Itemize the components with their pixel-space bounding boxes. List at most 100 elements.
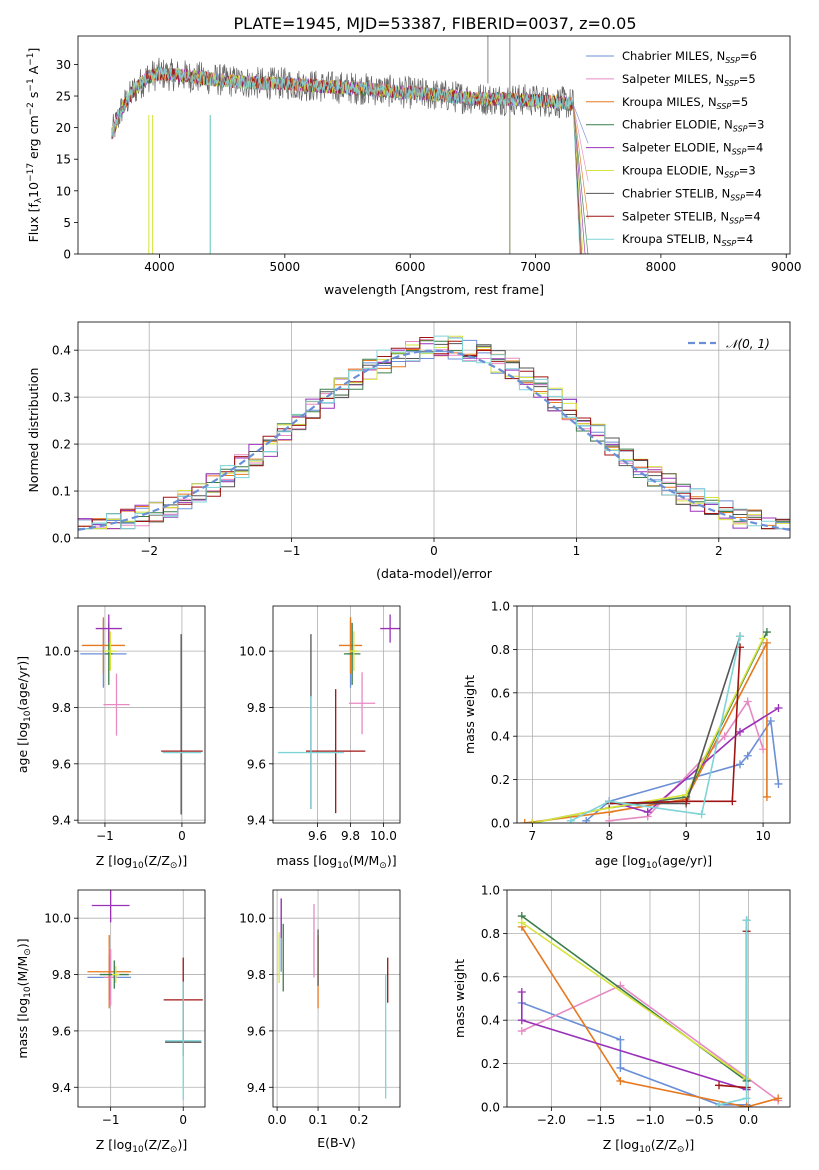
y-tick-label: 9.6 [52, 1024, 71, 1038]
x-axis-label: age [log10(age/yr)] [595, 853, 712, 871]
legend-entry: Kroupa STELIB, NSSP=4 [622, 232, 753, 248]
label-part: 10 [132, 1145, 144, 1155]
series-marker [715, 1100, 724, 1107]
x-tick-label: 0.1 [309, 1113, 328, 1127]
x-tick-label: 7 [529, 829, 537, 843]
label-part: mass [log [276, 853, 337, 868]
grid-lines [273, 606, 400, 823]
series-marker [520, 819, 529, 823]
legend-sub: SSP [732, 148, 747, 157]
series-marker [517, 987, 526, 996]
series-marker [616, 1076, 625, 1085]
x-tick-label: −1 [96, 829, 114, 843]
x-tick-label: 10.0 [370, 829, 397, 843]
grid-lines [78, 890, 205, 1107]
y-axis-label: mass [log10(M/M⊙)] [15, 938, 33, 1058]
legend-label: Kroupa ELODIE, N [622, 164, 724, 178]
series-marker [616, 1035, 625, 1044]
label-part: (age/yr)] [15, 656, 30, 711]
x-tick-label: 8 [605, 829, 613, 843]
series-line [524, 642, 768, 823]
x-tick-label: −2.0 [537, 1113, 566, 1127]
legend-sub: SSP [729, 216, 744, 225]
legend-sub: SSP [730, 193, 745, 202]
series-marker [720, 732, 729, 741]
series-marker [582, 816, 591, 823]
legend-suffix: =3 [748, 118, 765, 132]
y-tick-label: 10.0 [239, 645, 266, 659]
y-tick-label: 0.2 [481, 1057, 500, 1071]
axes-frame [272, 605, 401, 824]
y-tick-label: 0.6 [491, 686, 510, 700]
series-marker [697, 810, 706, 819]
axes-frame [77, 605, 206, 824]
axes-frame [77, 35, 791, 255]
series-marker [762, 638, 771, 647]
axes-frame [506, 889, 791, 1108]
figure-title: PLATE=1945, MJD=53387, FIBERID=0037, z=0… [233, 14, 636, 33]
panel-age-vs-mass: 9.6 9.8 10.0 9.4 9.6 9.8 10.0 mass [log10(M/M⊙)… [239, 605, 401, 871]
series-marker [517, 1016, 526, 1025]
legend-sub: SSP [724, 171, 739, 180]
series-line [521, 926, 779, 1107]
y-tick-label: 0.8 [481, 927, 500, 941]
series-marker [605, 797, 614, 806]
y-tick-label: 1.0 [491, 600, 510, 614]
legend-sub: SSP [717, 102, 732, 111]
data-layer [278, 898, 389, 1099]
legend-label: Salpeter ELODIE, N [622, 141, 732, 155]
panel-spectrum: 4000 5000 6000 7000 8000 9000 0 5 10 15 20 25 30 wave… [26, 35, 802, 297]
series-marker [742, 1094, 751, 1103]
histogram-step [78, 335, 790, 530]
x-tick-label: 1 [573, 544, 581, 558]
label-part: (M/M [15, 956, 30, 987]
plots-layer: 4000 5000 6000 7000 8000 9000051015202530wave… [15, 35, 802, 1155]
panel-massweight-vs-z: −2.0 −1.5 −1.0 −0.5 0.0 0.0 0.2 0.4 0.6 0.8 1.0 mas… [452, 884, 791, 1155]
x-axis-label: Z [log10(Z/Z⊙)] [96, 853, 187, 871]
legend-suffix: =3 [739, 164, 756, 178]
data-layer [78, 335, 790, 531]
label-part: Flux [f [26, 203, 41, 243]
y-tick-label: 0.0 [481, 1101, 500, 1115]
label-part: mass [log [15, 998, 30, 1059]
label-part: −2 [26, 102, 36, 115]
series-marker [528, 819, 537, 823]
y-tick-label: 0.4 [481, 1014, 500, 1028]
label-part: A [26, 65, 41, 78]
series-marker [774, 1094, 783, 1103]
data-layer [80, 614, 203, 815]
y-tick-label: 0.4 [52, 344, 71, 358]
series-marker [517, 1027, 526, 1036]
series-marker [736, 760, 745, 769]
y-tick-label: 9.8 [52, 701, 71, 715]
label-part: Z [log [96, 853, 132, 868]
series-marker [728, 797, 737, 806]
y-tick-label: 15 [56, 153, 71, 167]
y-tick-label: 9.4 [247, 814, 266, 828]
spectrum-line [111, 68, 589, 254]
legend-entry: Kroupa MILES, NSSP=5 [622, 95, 748, 111]
data-layer [87, 890, 203, 1100]
panel-massweight-vs-age: 7 8 9 10 0.0 0.2 0.4 0.6 0.8 1.0 mass weight age [l… [462, 600, 791, 871]
y-axis-label: mass weight [462, 675, 477, 754]
label-part: erg cm [26, 115, 41, 163]
y-tick-label: 1.0 [481, 884, 500, 898]
x-tick-label: −1 [283, 544, 301, 558]
y-tick-label: 0.1 [52, 485, 71, 499]
label-part: ⊙ [170, 1145, 178, 1155]
series-marker [566, 816, 575, 823]
series-marker [743, 751, 752, 760]
x-tick-label: 9.8 [341, 829, 360, 843]
series-marker [762, 792, 771, 801]
x-axis-label: wavelength [Angstrom, rest frame] [324, 282, 544, 297]
data-layer [111, 36, 589, 254]
grid-lines [517, 605, 790, 824]
x-tick-label: 5000 [270, 260, 301, 274]
panel-residuals: −2 −1 0 1 2 0.0 0.1 0.2 0.3 0.4 𝒩(0, 1) (data-model… [26, 321, 791, 581]
label-part: (Z/Z [651, 1137, 677, 1152]
legend-label: Kroupa MILES, N [622, 95, 717, 109]
y-tick-label: 5 [63, 216, 71, 230]
label-part: 10 [132, 861, 144, 871]
series-marker [759, 634, 768, 643]
